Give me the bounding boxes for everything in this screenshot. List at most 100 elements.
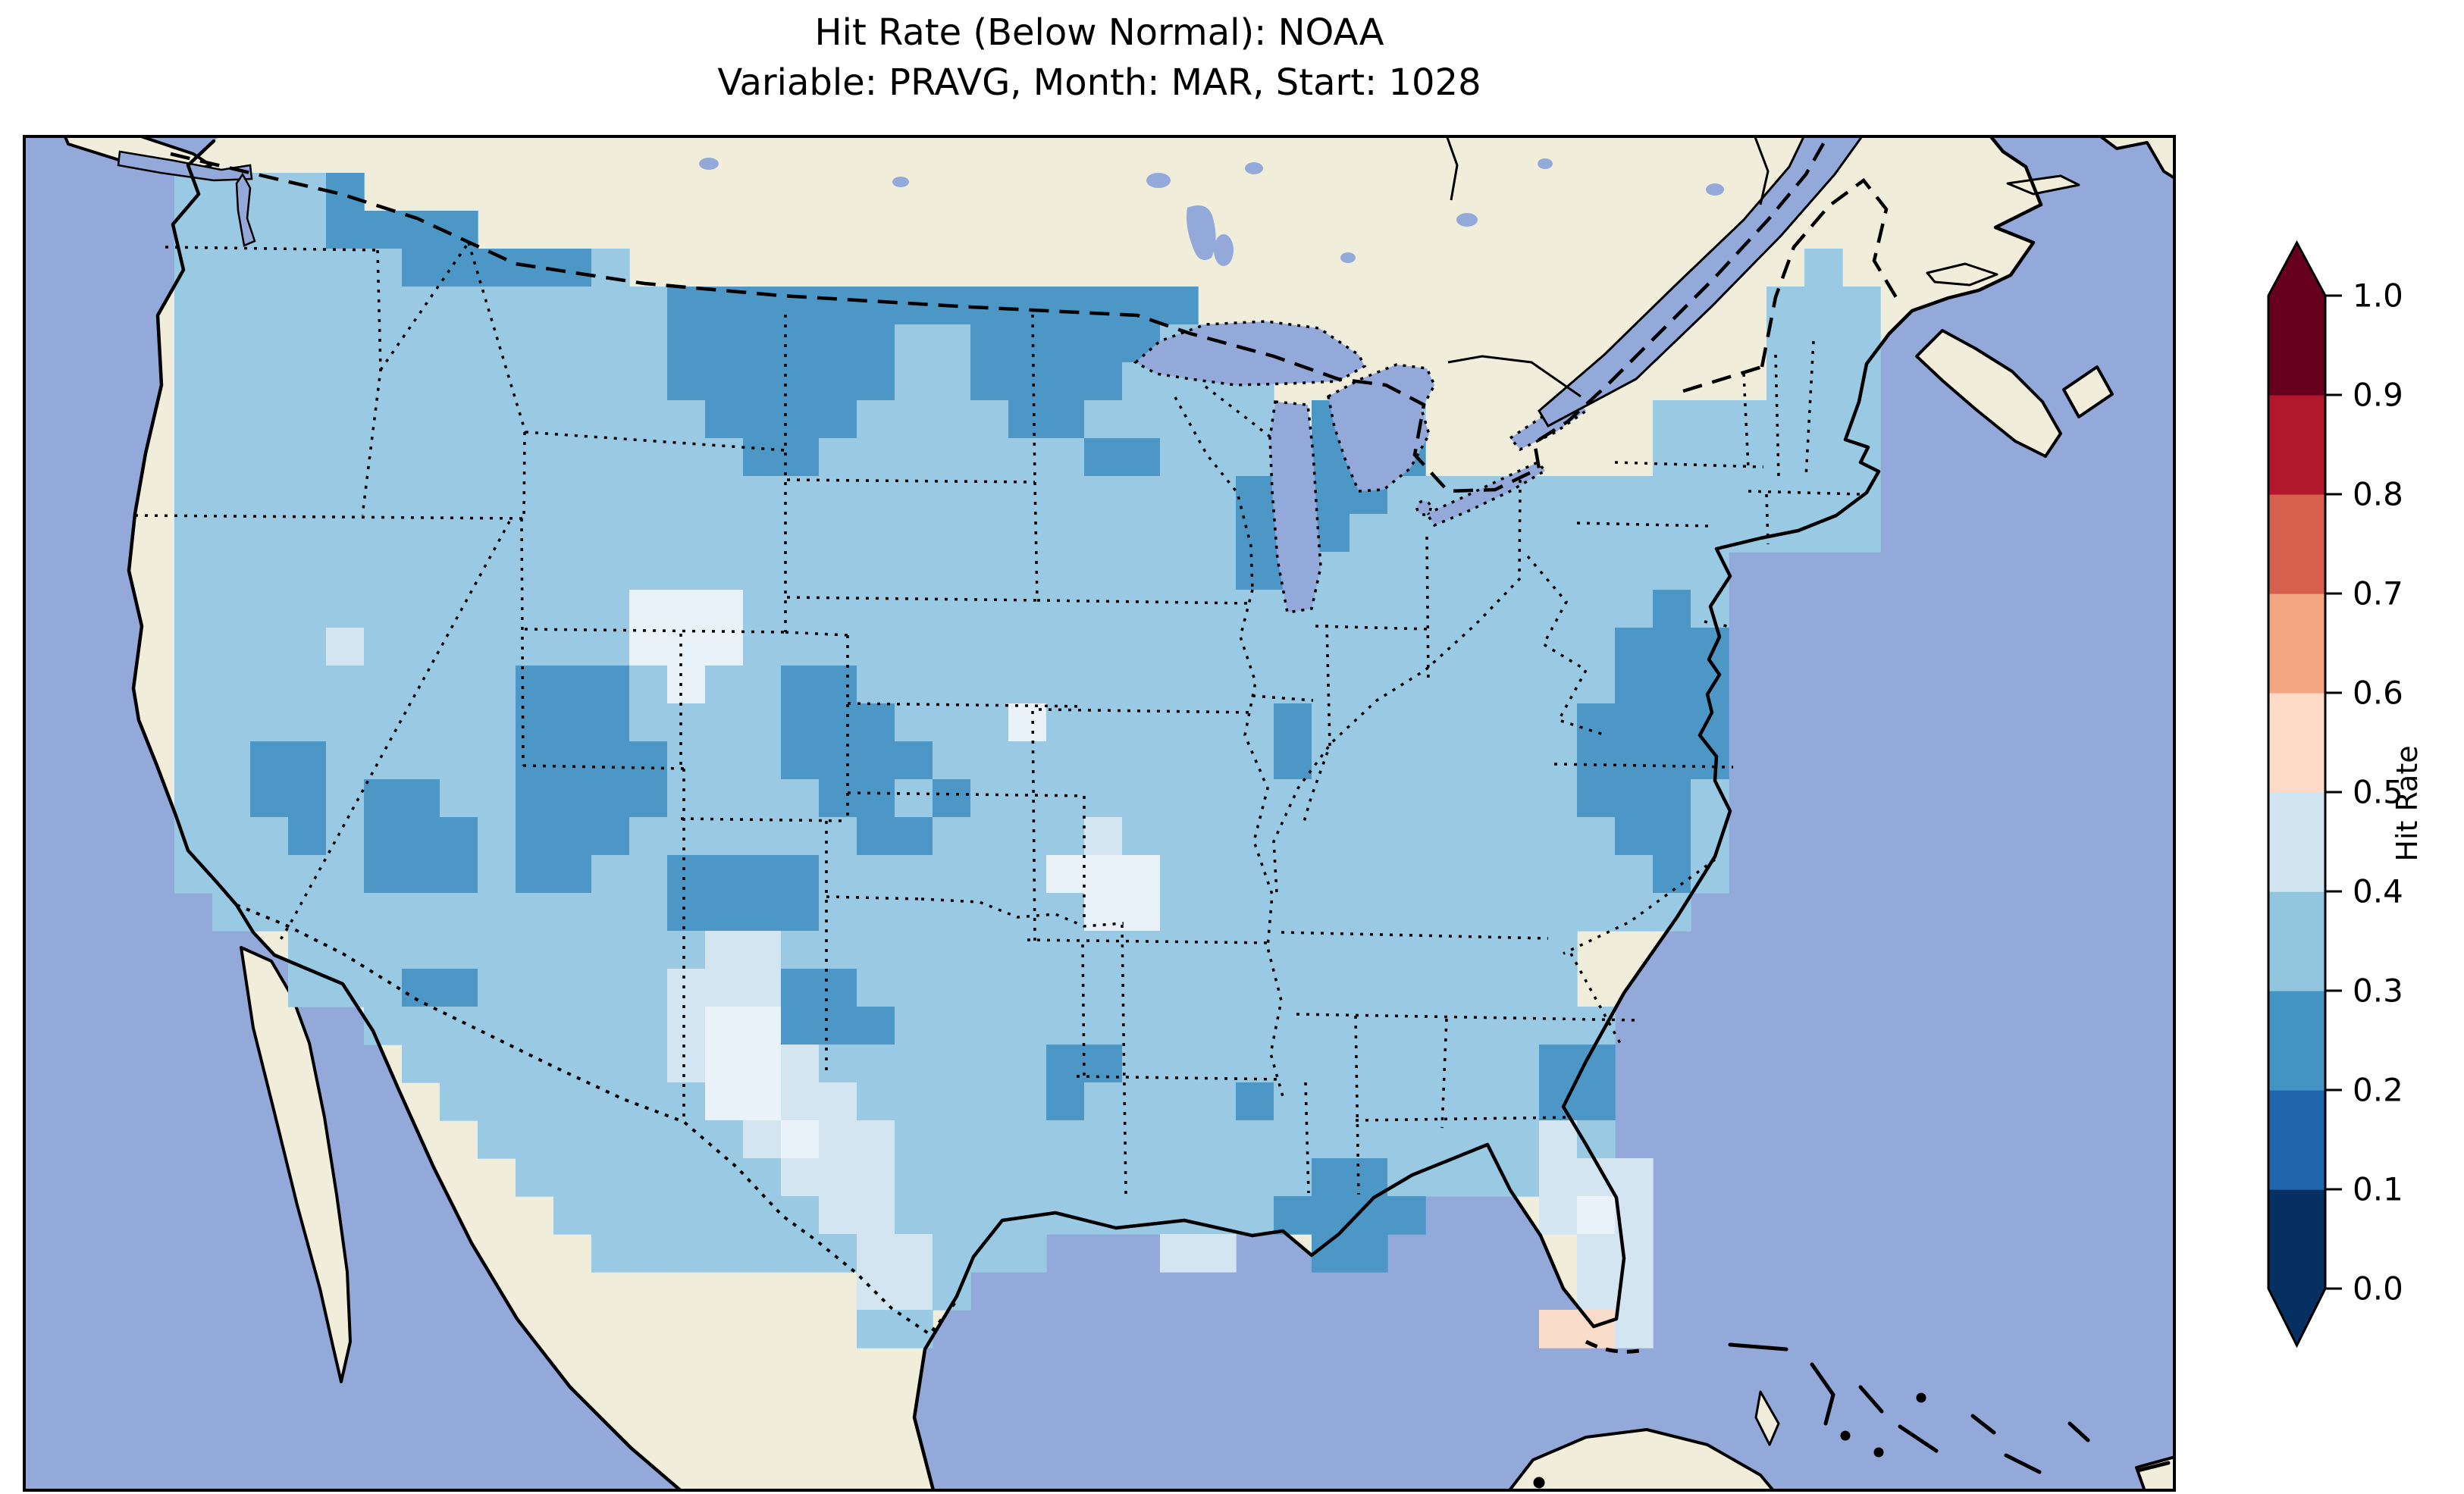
hit-rate-cell bbox=[553, 287, 592, 325]
hit-rate-cell bbox=[440, 1082, 478, 1121]
hit-rate-cell bbox=[1577, 1196, 1616, 1235]
hit-rate-cell bbox=[553, 893, 592, 932]
hit-rate-cell bbox=[1008, 741, 1047, 780]
hit-rate-cell bbox=[364, 779, 403, 818]
hit-rate-cell bbox=[1160, 400, 1199, 439]
hit-rate-cell bbox=[1615, 666, 1654, 704]
hit-rate-cell bbox=[857, 1045, 895, 1083]
hit-rate-cell bbox=[705, 400, 744, 439]
hit-rate-cell bbox=[781, 287, 820, 325]
hit-rate-cell bbox=[440, 893, 478, 932]
hit-rate-cell bbox=[1501, 817, 1540, 856]
hit-rate-cell bbox=[1198, 741, 1237, 780]
hit-rate-cell bbox=[933, 666, 971, 704]
hit-rate-cell bbox=[1501, 741, 1540, 780]
hit-rate-cell bbox=[516, 893, 554, 932]
nova-scotia bbox=[1915, 329, 2062, 458]
hit-rate-cell bbox=[705, 1234, 744, 1273]
hit-rate-cell bbox=[1274, 1082, 1312, 1121]
hit-rate-cell bbox=[1084, 400, 1123, 439]
hit-rate-cell bbox=[970, 893, 1009, 932]
hit-rate-cell bbox=[591, 514, 630, 553]
hit-rate-cell bbox=[326, 552, 365, 590]
hit-rate-cell bbox=[781, 438, 820, 477]
colorbar-segment bbox=[2268, 693, 2325, 793]
hit-rate-cell bbox=[1122, 287, 1161, 325]
hit-rate-cell bbox=[819, 817, 857, 856]
hit-rate-cell bbox=[667, 1082, 706, 1121]
hit-rate-cell bbox=[1653, 514, 1691, 553]
hit-rate-cell bbox=[212, 628, 251, 666]
hit-rate-cell bbox=[326, 362, 365, 401]
hit-rate-cell bbox=[1274, 1120, 1312, 1159]
hit-rate-cell bbox=[440, 855, 478, 894]
hit-rate-cell bbox=[591, 400, 630, 439]
hit-rate-cell bbox=[1160, 514, 1199, 553]
hit-rate-cell bbox=[1084, 1120, 1123, 1159]
hit-rate-cell bbox=[478, 1082, 516, 1121]
hit-rate-cell bbox=[440, 666, 478, 704]
hit-rate-cell bbox=[553, 400, 592, 439]
hit-rate-cell bbox=[1387, 969, 1426, 1007]
hit-rate-cell bbox=[1198, 1158, 1237, 1197]
hit-rate-cell bbox=[743, 741, 782, 780]
hit-rate-cell bbox=[1122, 703, 1161, 742]
hit-rate-cell bbox=[440, 969, 478, 1007]
hit-rate-cell bbox=[629, 476, 668, 515]
hit-rate-cell bbox=[743, 703, 782, 742]
hit-rate-cell bbox=[781, 628, 820, 666]
us-hit-rate-map bbox=[23, 135, 2176, 1492]
hit-rate-cell bbox=[478, 969, 516, 1007]
hit-rate-cell bbox=[553, 362, 592, 401]
hit-rate-cell bbox=[1653, 779, 1691, 818]
hit-rate-cell bbox=[591, 666, 630, 704]
hit-rate-cell bbox=[1387, 1082, 1426, 1121]
hit-rate-cell bbox=[212, 438, 251, 477]
colorbar-segment bbox=[2268, 1090, 2325, 1190]
hit-rate-cell bbox=[705, 628, 744, 666]
hit-rate-cell bbox=[1122, 666, 1161, 704]
hit-rate-cell bbox=[402, 552, 440, 590]
hit-rate-cell bbox=[553, 249, 592, 287]
hit-rate-cell bbox=[819, 1045, 857, 1083]
hit-rate-cell bbox=[326, 211, 365, 249]
hit-rate-cell bbox=[1501, 779, 1540, 818]
hit-rate-cell bbox=[478, 817, 516, 856]
hit-rate-cell bbox=[250, 324, 289, 363]
hit-rate-cell bbox=[212, 703, 251, 742]
colorbar-under-arrow bbox=[2268, 1289, 2325, 1345]
hit-rate-cell bbox=[1160, 628, 1199, 666]
hit-rate-cell bbox=[1539, 552, 1578, 590]
hit-rate-cell bbox=[970, 1082, 1009, 1121]
hit-rate-cell bbox=[1046, 552, 1085, 590]
hit-rate-cell bbox=[1539, 931, 1578, 969]
hit-rate-cell bbox=[174, 438, 213, 477]
hit-rate-cell bbox=[591, 1045, 630, 1083]
hit-rate-cell bbox=[174, 666, 213, 704]
hit-rate-cell bbox=[1084, 855, 1123, 894]
hit-rate-cell bbox=[970, 779, 1009, 818]
hit-rate-cell bbox=[1084, 779, 1123, 818]
hit-rate-cell bbox=[1653, 741, 1691, 780]
hit-rate-cell bbox=[667, 893, 706, 932]
hit-rate-cell bbox=[478, 779, 516, 818]
hit-rate-cell bbox=[250, 666, 289, 704]
hit-rate-cell bbox=[857, 741, 895, 780]
hit-rate-cell bbox=[970, 931, 1009, 969]
hit-rate-cell bbox=[1501, 1120, 1540, 1159]
hit-rate-cell bbox=[1046, 476, 1085, 515]
hit-rate-cell bbox=[743, 1158, 782, 1197]
hit-rate-cell bbox=[1577, 666, 1616, 704]
hit-rate-cell bbox=[364, 931, 403, 969]
hit-rate-cell bbox=[288, 893, 327, 932]
hit-rate-cell bbox=[705, 931, 744, 969]
hit-rate-cell bbox=[781, 855, 820, 894]
hit-rate-cell bbox=[553, 931, 592, 969]
hit-rate-cell bbox=[1046, 1007, 1085, 1045]
hit-rate-cell bbox=[1312, 628, 1350, 666]
hit-rate-cell bbox=[1122, 1082, 1161, 1121]
hit-rate-cell bbox=[819, 438, 857, 477]
hit-rate-cell bbox=[819, 400, 857, 439]
hit-rate-cell bbox=[819, 1158, 857, 1197]
hit-rate-cell bbox=[629, 362, 668, 401]
